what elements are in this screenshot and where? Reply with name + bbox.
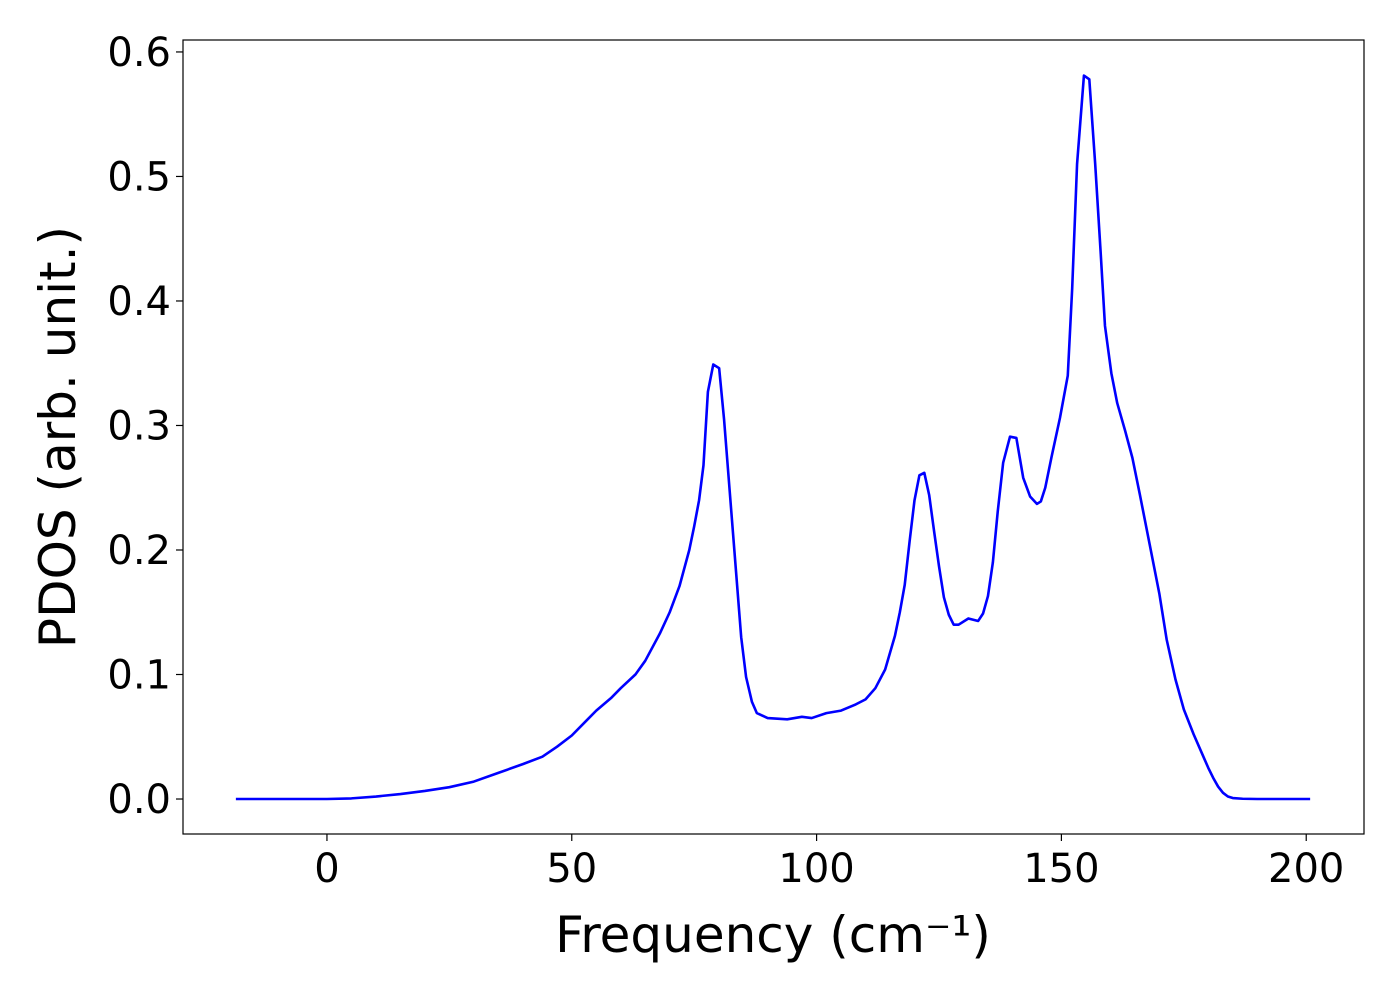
y-tick-label: 0.1	[107, 653, 171, 699]
y-tick-label: 0.6	[107, 30, 171, 76]
x-tick-label: 0	[314, 846, 339, 892]
y-axis-label: PDOS (arb. unit.)	[29, 226, 87, 648]
y-tick-label: 0.3	[107, 403, 171, 449]
x-tick-label: 150	[1023, 846, 1099, 892]
x-tick-label: 50	[546, 846, 597, 892]
x-tick-label: 100	[778, 846, 854, 892]
y-tick-label: 0.5	[107, 154, 171, 200]
data-line	[235, 74, 1311, 801]
x-axis-label: Frequency (cm⁻¹)	[555, 906, 991, 964]
y-tick-label: 0.2	[107, 528, 171, 574]
y-tick-label: 0.4	[107, 279, 171, 325]
plot-frame	[182, 39, 1365, 835]
x-tick-label: 200	[1268, 846, 1344, 892]
y-tick-label: 0.0	[107, 777, 171, 823]
